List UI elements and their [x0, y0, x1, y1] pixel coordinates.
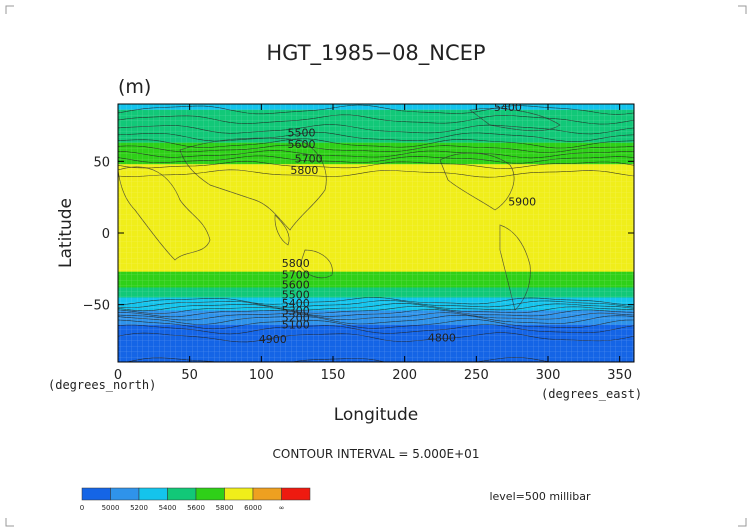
units-label: (m): [118, 76, 151, 98]
colorbar-label: 5200: [130, 504, 148, 512]
contour-label: 5700: [282, 269, 310, 282]
contour-label: 5300: [282, 304, 310, 317]
x-unit-note: (degrees_east): [541, 387, 642, 401]
y-axis-ticks: 50 0 −50: [83, 155, 634, 314]
x-tick-label: 300: [536, 368, 561, 383]
x-tick-label: 250: [464, 368, 489, 383]
colorbar-label: 6000: [244, 504, 262, 512]
plot-area: 5400550056005700580059005800570056005500…: [118, 101, 634, 362]
contour-label: 5500: [282, 289, 310, 302]
x-tick-label: 150: [321, 368, 346, 383]
chart-title: HGT_1985−08_NCEP: [266, 41, 485, 66]
colorbar-label: 5800: [216, 504, 234, 512]
contour-label: 5500: [287, 127, 315, 140]
contour-label: 5800: [290, 164, 318, 177]
colorbar-swatch: [252, 487, 282, 501]
contour-label: 4800: [428, 332, 456, 345]
colorbar-swatch: [138, 487, 168, 501]
x-tick-label: 350: [607, 368, 632, 383]
contour-label: 5600: [287, 138, 315, 151]
contour-label: 5700: [295, 152, 323, 165]
colorbar-label: 5600: [187, 504, 205, 512]
contour-label: 5200: [282, 312, 310, 325]
colorbar-swatch: [281, 487, 311, 501]
contour-label: 5600: [282, 279, 310, 292]
x-axis-ticks: 0 50 100 150 200 250 300 350: [114, 104, 632, 383]
y-tick-label: 0: [102, 227, 110, 242]
contour-label: 5100: [282, 319, 310, 332]
colorbar-label: 5000: [102, 504, 120, 512]
level-text: level=500 millibar: [489, 490, 591, 503]
colorbar-label: ∞: [279, 504, 285, 512]
x-axis-label: Longitude: [334, 405, 419, 425]
x-tick-label: 50: [181, 368, 198, 383]
contour-label: 5900: [508, 195, 536, 208]
colorbar-swatch: [110, 487, 140, 501]
y-tick-label: 50: [93, 155, 110, 170]
colorbar-swatch: [81, 487, 111, 501]
colorbar-label: 0: [80, 504, 84, 512]
y-tick-label: −50: [83, 299, 110, 314]
colorbar-swatch: [224, 487, 254, 501]
x-tick-label: 100: [249, 368, 274, 383]
x-tick-label: 0: [114, 368, 122, 383]
corner-marks: [5, 5, 747, 527]
y-axis-label: Latitude: [56, 198, 76, 268]
contour-label: 5400: [282, 297, 310, 310]
colorbar: 0 5000 5200 5400 5600 5800 6000 ∞: [80, 487, 311, 512]
contour-interval-text: CONTOUR INTERVAL = 5.000E+01: [273, 447, 480, 461]
colorbar-swatch: [167, 487, 197, 501]
contour-label: 5800: [282, 257, 310, 270]
x-tick-label: 200: [392, 368, 417, 383]
contour-label: 4900: [259, 333, 287, 346]
colorbar-label: 5400: [159, 504, 177, 512]
colorbar-swatch: [195, 487, 225, 501]
contour-labels: 5400550056005700580059005800570056005500…: [259, 101, 536, 346]
contour-label: 5400: [494, 101, 522, 114]
y-unit-note: (degrees_north): [48, 378, 156, 392]
